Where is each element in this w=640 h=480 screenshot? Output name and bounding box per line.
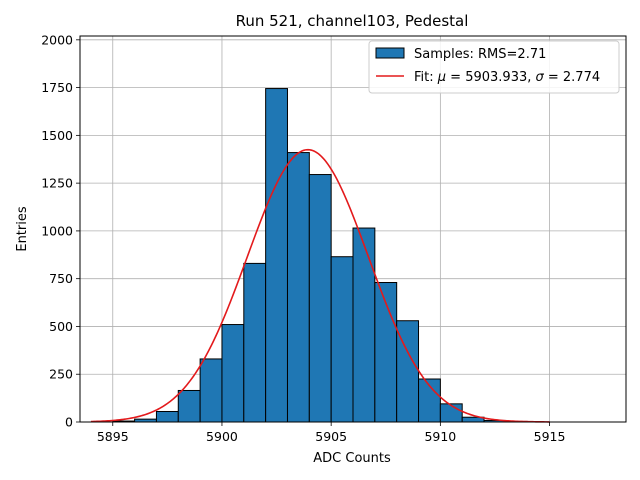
histogram-bar bbox=[308, 174, 332, 423]
y-tick-label: 0 bbox=[65, 415, 73, 430]
legend-fit-label: Fit: μ = 5903.933, σ = 2.774 bbox=[414, 70, 600, 85]
histogram-bar bbox=[265, 88, 288, 423]
y-tick-label: 1500 bbox=[41, 128, 73, 143]
histogram-bar bbox=[177, 389, 201, 423]
y-tick-label: 750 bbox=[49, 271, 73, 286]
histogram-bar bbox=[439, 403, 463, 423]
y-tick-label: 1750 bbox=[41, 80, 73, 95]
y-axis-ticks: 0 250 500 750 1000 1250 1500 1750 2000 bbox=[41, 32, 80, 430]
histogram-bar bbox=[199, 358, 223, 423]
histogram-bar bbox=[243, 262, 267, 423]
x-axis-ticks: 5895 5900 5905 5910 5915 bbox=[97, 422, 566, 444]
histogram-bar bbox=[330, 256, 354, 423]
chart-title: Run 521, channel103, Pedestal bbox=[236, 12, 469, 30]
histogram-bar bbox=[155, 410, 179, 423]
x-tick-label: 5905 bbox=[315, 429, 347, 444]
x-tick-label: 5895 bbox=[97, 429, 129, 444]
x-axis-label: ADC Counts bbox=[313, 451, 391, 466]
histogram-bars bbox=[112, 88, 529, 423]
y-tick-label: 500 bbox=[49, 319, 73, 334]
histogram-bar bbox=[221, 324, 245, 423]
histogram-bar bbox=[286, 152, 310, 423]
x-tick-label: 5915 bbox=[534, 429, 566, 444]
y-tick-label: 1250 bbox=[41, 176, 73, 191]
legend: Samples: RMS=2.71 Fit: μ = 5903.933, σ =… bbox=[368, 40, 620, 94]
x-tick-label: 5910 bbox=[424, 429, 456, 444]
histogram-bar bbox=[352, 227, 376, 423]
y-tick-label: 250 bbox=[49, 367, 73, 382]
y-tick-label: 1000 bbox=[41, 223, 73, 238]
x-tick-label: 5900 bbox=[206, 429, 238, 444]
legend-box bbox=[368, 40, 620, 94]
legend-histogram-label: Samples: RMS=2.71 bbox=[414, 47, 546, 62]
y-axis-label: Entries bbox=[15, 206, 30, 252]
plot-frame bbox=[79, 35, 627, 423]
fit-curve bbox=[90, 148, 550, 423]
y-tick-label: 2000 bbox=[41, 32, 73, 47]
legend-histogram-swatch bbox=[375, 47, 405, 59]
